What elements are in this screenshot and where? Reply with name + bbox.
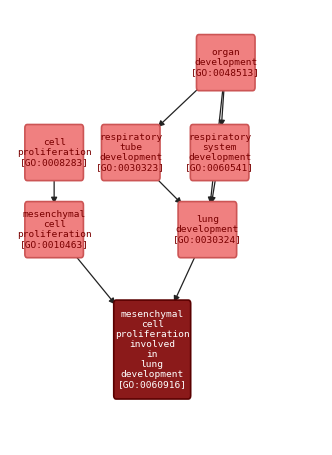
Text: cell
proliferation
[GO:0008283]: cell proliferation [GO:0008283] xyxy=(17,138,92,167)
Text: organ
development
[GO:0048513]: organ development [GO:0048513] xyxy=(191,48,260,77)
FancyBboxPatch shape xyxy=(197,35,255,91)
FancyBboxPatch shape xyxy=(114,300,191,399)
Text: respiratory
tube
development
[GO:0030323]: respiratory tube development [GO:0030323… xyxy=(96,133,165,172)
Text: mesenchymal
cell
proliferation
involved
in
lung
development
[GO:0060916]: mesenchymal cell proliferation involved … xyxy=(115,310,190,389)
FancyBboxPatch shape xyxy=(25,125,83,181)
Text: lung
development
[GO:0030324]: lung development [GO:0030324] xyxy=(173,215,242,244)
FancyBboxPatch shape xyxy=(102,125,160,181)
FancyBboxPatch shape xyxy=(178,202,237,258)
FancyBboxPatch shape xyxy=(25,202,83,258)
Text: respiratory
system
development
[GO:0060541]: respiratory system development [GO:00605… xyxy=(185,133,254,172)
Text: mesenchymal
cell
proliferation
[GO:0010463]: mesenchymal cell proliferation [GO:00104… xyxy=(17,210,92,249)
FancyBboxPatch shape xyxy=(190,125,249,181)
